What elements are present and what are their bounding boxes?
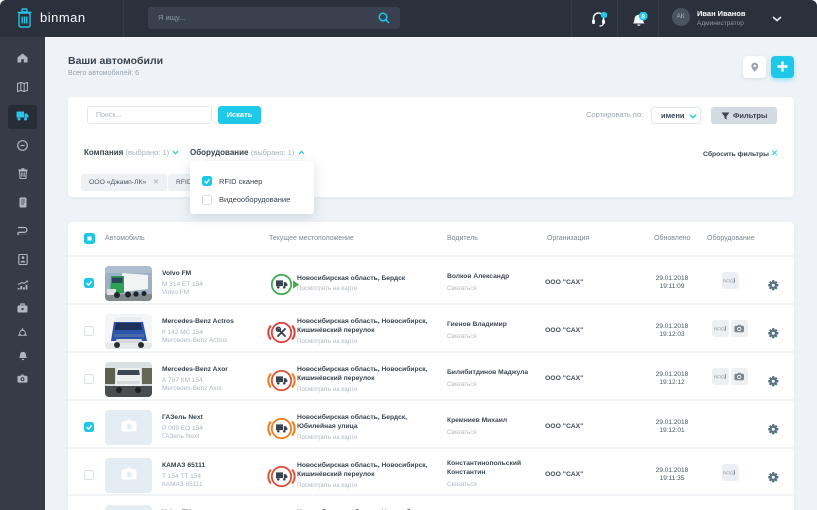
svg-text:8: 8: [641, 13, 645, 20]
svg-text:RFID: RFID: [723, 471, 734, 476]
svg-text:RFID: RFID: [714, 375, 725, 380]
svg-text:RFID: RFID: [723, 279, 734, 284]
svg-text:RFID: RFID: [714, 327, 725, 332]
